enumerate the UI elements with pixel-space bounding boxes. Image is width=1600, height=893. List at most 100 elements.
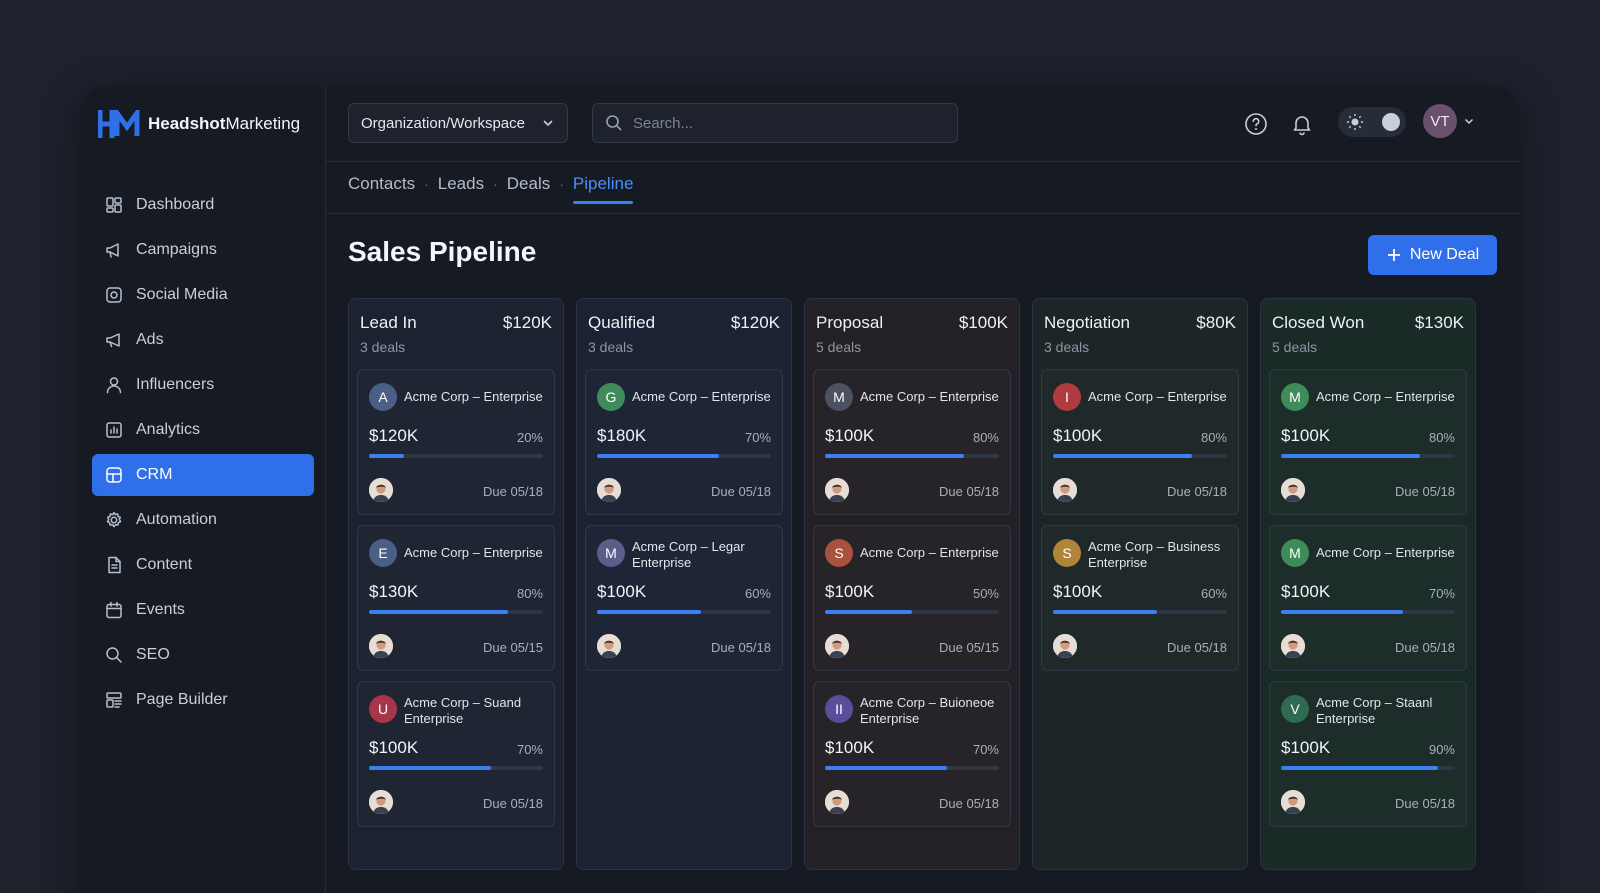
- search-box[interactable]: [592, 103, 958, 143]
- new-deal-button[interactable]: New Deal: [1368, 235, 1497, 275]
- toggle-knob: [1382, 113, 1400, 131]
- sidebar-item-label: Dashboard: [136, 196, 215, 213]
- sidebar-item-analytics[interactable]: Analytics: [92, 409, 314, 451]
- user-menu[interactable]: VT: [1423, 104, 1475, 138]
- crm-icon: [106, 467, 122, 483]
- tab-deals[interactable]: Deals: [506, 174, 551, 193]
- deal-name: Acme Corp – Enterprise: [404, 545, 543, 560]
- deal-probability: 70%: [1428, 586, 1455, 601]
- owner-avatar[interactable]: [369, 634, 393, 658]
- owner-avatar[interactable]: [597, 478, 621, 502]
- owner-avatar[interactable]: [1281, 790, 1305, 814]
- company-avatar: M: [825, 383, 853, 411]
- company-avatar: U: [369, 695, 397, 723]
- deal-value: $100K: [825, 582, 875, 601]
- search-input[interactable]: [633, 114, 933, 132]
- due-date: Due 05/18: [1395, 484, 1455, 499]
- progress-fill: [825, 454, 965, 458]
- new-deal-label: New Deal: [1409, 246, 1480, 263]
- due-date: Due 05/18: [711, 640, 771, 655]
- workspace-label: Organization/Workspace: [361, 114, 525, 132]
- deal-card[interactable]: U Acme Corp – Suand Enterprise $100K 70% Due…: [357, 681, 555, 827]
- owner-avatar[interactable]: [1281, 478, 1305, 502]
- progress-bar: [1053, 454, 1227, 458]
- company-avatar: II: [825, 695, 853, 723]
- column-title: Closed Won: [1272, 313, 1365, 332]
- document-icon: [108, 556, 121, 574]
- company-avatar: V: [1281, 695, 1309, 723]
- deal-value: $100K: [369, 738, 419, 757]
- owner-avatar[interactable]: [1053, 478, 1077, 502]
- deal-card[interactable]: V Acme Corp – Staanl Enterprise $100K 90% Du…: [1269, 681, 1467, 827]
- sidebar-item-ads[interactable]: Ads: [92, 319, 314, 361]
- help-icon[interactable]: [1244, 112, 1268, 136]
- owner-avatar[interactable]: [1281, 634, 1305, 658]
- sidebar-item-label: Ads: [136, 331, 164, 348]
- sidebar-item-campaigns[interactable]: Campaigns: [92, 229, 314, 271]
- deal-probability: 80%: [1200, 430, 1227, 445]
- deal-card[interactable]: I Acme Corp – Enterprise $100K 80% Due 05/18: [1041, 369, 1239, 515]
- sidebar-item-content[interactable]: Content: [92, 544, 314, 586]
- deal-probability: 80%: [1428, 430, 1455, 445]
- sidebar-item-dashboard[interactable]: Dashboard: [92, 184, 314, 226]
- due-date: Due 05/18: [1167, 484, 1227, 499]
- tab-leads[interactable]: Leads: [437, 174, 485, 193]
- column-header: Proposal $100K 5 deals: [813, 299, 1011, 369]
- sidebar: HeadshotMarketing Dashboard Campaigns Soci…: [80, 86, 326, 893]
- column-deal-count: 5 deals: [1272, 339, 1318, 355]
- chevron-down-icon: [543, 120, 553, 127]
- progress-fill: [1281, 454, 1421, 458]
- owner-avatar[interactable]: [1053, 634, 1077, 658]
- sidebar-item-page-builder[interactable]: Page Builder: [92, 679, 314, 721]
- sidebar-item-label: Automation: [136, 511, 217, 528]
- theme-toggle[interactable]: [1338, 107, 1406, 137]
- sidebar-item-seo[interactable]: SEO: [92, 634, 314, 676]
- bell-icon[interactable]: [1290, 112, 1314, 136]
- deal-name: Acme Corp – Enterprise: [632, 389, 771, 404]
- deal-name: Acme Corp – Legar Enterprise: [632, 539, 745, 570]
- deal-card[interactable]: A Acme Corp – Enterprise $120K 20% Due 05/18: [357, 369, 555, 515]
- deal-card[interactable]: G Acme Corp – Enterprise $180K 70% Due 05/18: [585, 369, 783, 515]
- sidebar-item-events[interactable]: Events: [92, 589, 314, 631]
- progress-fill: [369, 454, 404, 458]
- deal-probability: 80%: [516, 586, 543, 601]
- deal-card[interactable]: S Acme Corp – Enterprise $100K 50% Due 05/15: [813, 525, 1011, 671]
- sidebar-item-social-media[interactable]: Social Media: [92, 274, 314, 316]
- deal-name: Acme Corp – Suand Enterprise: [404, 695, 522, 726]
- brand-name: HeadshotMarketing: [148, 114, 301, 133]
- deal-value: $120K: [369, 426, 419, 445]
- workspace-select[interactable]: Organization/Workspace: [348, 103, 568, 143]
- owner-avatar[interactable]: [369, 790, 393, 814]
- deal-card[interactable]: M Acme Corp – Enterprise $100K 80% Due 05/18: [813, 369, 1011, 515]
- brand-logo[interactable]: HeadshotMarketing: [98, 110, 300, 138]
- deal-card[interactable]: M Acme Corp – Legar Enterprise $100K 60% Due…: [585, 525, 783, 671]
- owner-avatar[interactable]: [825, 634, 849, 658]
- progress-bar: [1281, 454, 1455, 458]
- deal-probability: 50%: [972, 586, 999, 601]
- column-deal-count: 5 deals: [816, 339, 862, 355]
- deal-card[interactable]: M Acme Corp – Enterprise $100K 80% Due 05/18: [1269, 369, 1467, 515]
- sidebar-item-automation[interactable]: Automation: [92, 499, 314, 541]
- owner-avatar[interactable]: [825, 790, 849, 814]
- deal-card[interactable]: II Acme Corp – Buioneoe Enterprise $100K 70…: [813, 681, 1011, 827]
- sidebar-item-influencers[interactable]: Influencers: [92, 364, 314, 406]
- deal-probability: 60%: [1200, 586, 1227, 601]
- due-date: Due 05/18: [1395, 640, 1455, 655]
- tab-pipeline[interactable]: Pipeline: [572, 174, 633, 204]
- due-date: Due 05/18: [483, 796, 543, 811]
- owner-avatar[interactable]: [825, 478, 849, 502]
- tab-contacts[interactable]: Contacts: [348, 174, 416, 193]
- owner-avatar[interactable]: [597, 634, 621, 658]
- progress-fill: [597, 610, 702, 614]
- progress-bar: [1053, 610, 1227, 614]
- deal-card[interactable]: S Acme Corp – Business Enterprise $100K 60%…: [1041, 525, 1239, 671]
- plus-icon: [1387, 249, 1400, 261]
- deal-card[interactable]: E Acme Corp – Enterprise $130K 80% Due 05/15: [357, 525, 555, 671]
- owner-avatar[interactable]: [369, 478, 393, 502]
- app-window: HeadshotMarketing Dashboard Campaigns Soci…: [80, 86, 1520, 893]
- deal-probability: 90%: [1428, 742, 1455, 757]
- sidebar-item-crm[interactable]: CRM: [92, 454, 314, 496]
- due-date: Due 05/18: [939, 796, 999, 811]
- user-icon: [106, 377, 122, 394]
- deal-card[interactable]: M Acme Corp – Enterprise $100K 70% Due 05/18: [1269, 525, 1467, 671]
